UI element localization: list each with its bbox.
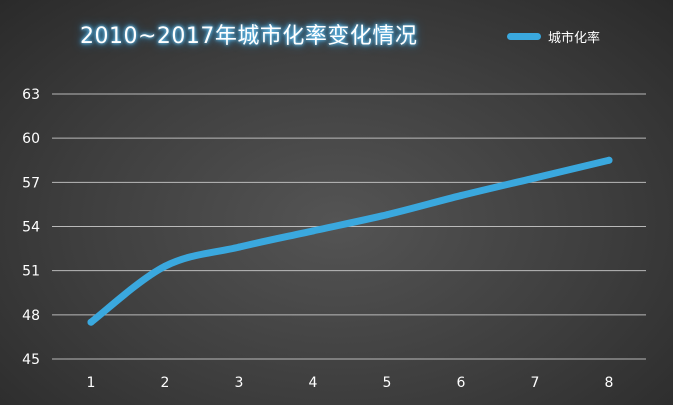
legend-label: 城市化率 [548, 31, 601, 46]
x-tick-label: 7 [531, 375, 540, 391]
y-tick-label: 63 [22, 87, 40, 103]
x-tick-label: 8 [605, 375, 614, 391]
series-line [87, 156, 613, 326]
data-point [161, 262, 169, 270]
data-point [457, 192, 465, 200]
x-tick-label: 1 [87, 375, 96, 391]
data-point [235, 243, 243, 251]
y-tick-label: 57 [22, 175, 40, 191]
x-tick-label: 5 [383, 375, 392, 391]
x-tick-label: 2 [161, 375, 170, 391]
y-tick-label: 54 [22, 220, 40, 236]
data-point [309, 227, 317, 235]
y-tick-label: 45 [22, 352, 40, 368]
data-point [605, 156, 613, 164]
data-point [383, 211, 391, 219]
data-point [87, 318, 95, 326]
legend-swatch [507, 33, 541, 40]
y-tick-label: 48 [22, 308, 40, 324]
legend: 城市化率 [507, 27, 600, 46]
x-tick-label: 6 [457, 375, 466, 391]
x-tick-label: 4 [309, 375, 318, 391]
y-tick-label: 51 [22, 264, 40, 280]
y-tick-label: 60 [22, 131, 40, 147]
data-point [531, 174, 539, 182]
x-tick-label: 3 [235, 375, 244, 391]
chart-title: 2010~2017年城市化率变化情况 [80, 24, 418, 49]
